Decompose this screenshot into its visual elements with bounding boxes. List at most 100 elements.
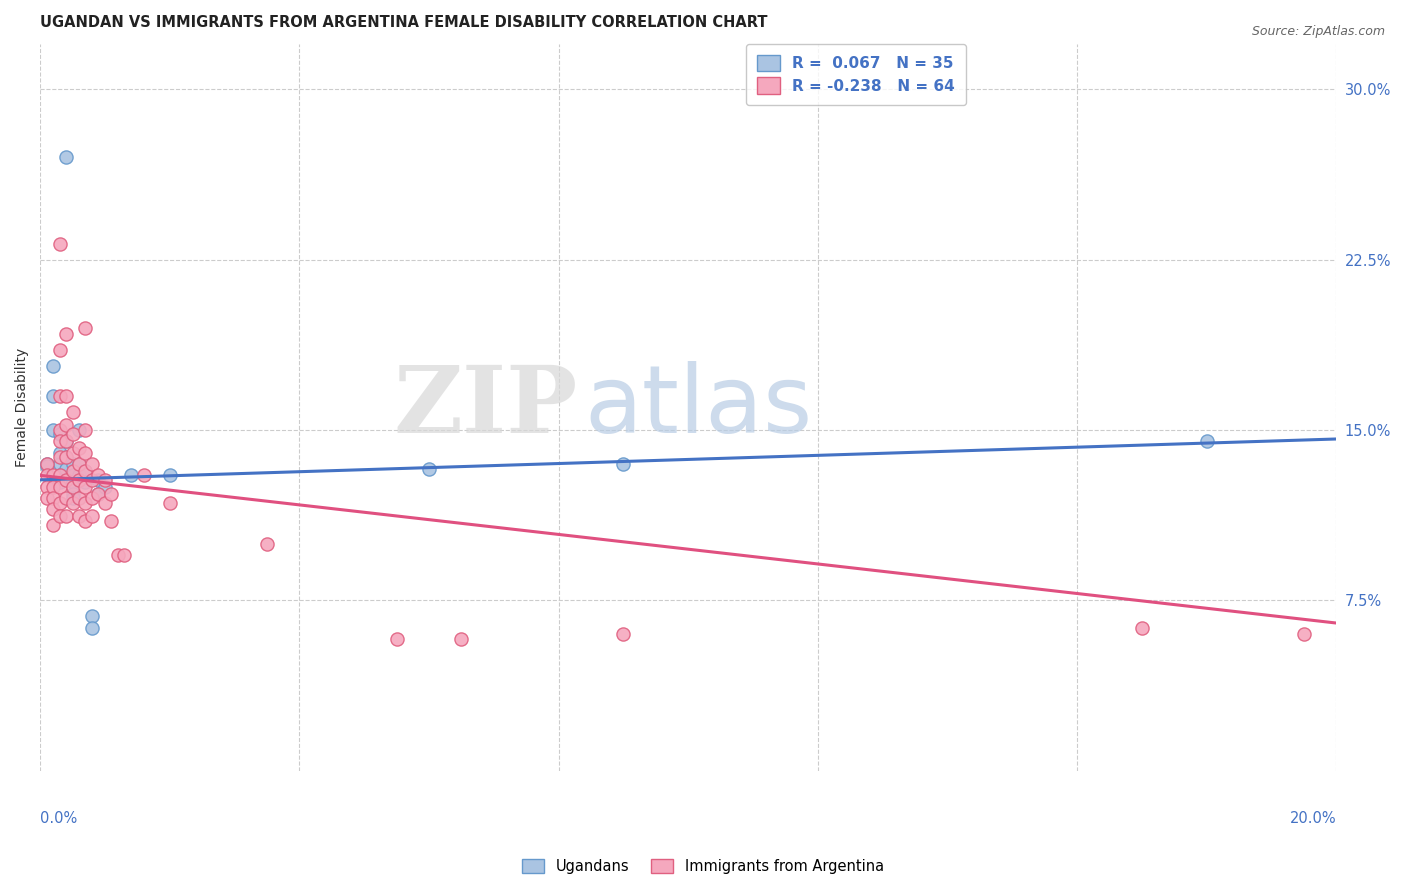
Point [55, 327, 77, 342]
Point [87, 486, 110, 500]
Point [67, 491, 90, 505]
Point [80, 491, 103, 505]
Point [55, 450, 77, 465]
Point [55, 418, 77, 433]
Point [612, 457, 634, 471]
Text: UGANDAN VS IMMIGRANTS FROM ARGENTINA FEMALE DISABILITY CORRELATION CHART: UGANDAN VS IMMIGRANTS FROM ARGENTINA FEM… [41, 15, 768, 30]
Point [55, 491, 77, 505]
Point [62, 427, 84, 442]
Text: Source: ZipAtlas.com: Source: ZipAtlas.com [1251, 25, 1385, 38]
Point [62, 464, 84, 478]
Point [48, 468, 70, 483]
Point [67, 423, 90, 437]
Point [62, 405, 84, 419]
Point [55, 473, 77, 487]
Point [67, 441, 90, 455]
Point [80, 609, 103, 624]
Point [62, 457, 84, 471]
Point [55, 389, 77, 403]
Point [62, 491, 84, 505]
Point [55, 150, 77, 164]
Point [62, 480, 84, 494]
Text: atlas: atlas [585, 361, 813, 453]
Point [62, 495, 84, 509]
Point [80, 621, 103, 635]
Text: 0.0%: 0.0% [41, 811, 77, 826]
Point [48, 457, 70, 471]
Point [80, 509, 103, 524]
Text: 20.0%: 20.0% [1289, 811, 1336, 826]
Point [35, 491, 58, 505]
Point [67, 457, 90, 471]
Point [67, 509, 90, 524]
Point [256, 536, 278, 550]
Point [75, 464, 97, 478]
Point [385, 632, 408, 646]
Point [62, 468, 84, 483]
Point [42, 389, 65, 403]
Point [42, 480, 65, 494]
Point [62, 445, 84, 459]
Point [450, 632, 472, 646]
Point [62, 475, 84, 490]
Point [159, 495, 181, 509]
Point [75, 320, 97, 334]
Point [35, 459, 58, 474]
Point [75, 475, 97, 490]
Legend: R =  0.067   N = 35, R = -0.238   N = 64: R = 0.067 N = 35, R = -0.238 N = 64 [747, 44, 966, 105]
Point [48, 236, 70, 251]
Point [1195, 434, 1218, 449]
Point [55, 434, 77, 449]
Point [1130, 621, 1153, 635]
Point [48, 445, 70, 459]
Point [62, 486, 84, 500]
Point [55, 434, 77, 449]
Point [80, 457, 103, 471]
Point [94, 495, 117, 509]
Point [75, 423, 97, 437]
Point [112, 548, 135, 562]
Point [48, 450, 70, 465]
Point [42, 518, 65, 533]
Point [48, 423, 70, 437]
Y-axis label: Female Disability: Female Disability [15, 348, 30, 467]
Point [94, 480, 117, 494]
Point [55, 461, 77, 475]
Point [48, 427, 70, 442]
Point [48, 343, 70, 358]
Point [48, 509, 70, 524]
Point [1292, 627, 1315, 641]
Point [159, 468, 181, 483]
Point [42, 502, 65, 516]
Point [48, 389, 70, 403]
Point [35, 457, 58, 471]
Legend: Ugandans, Immigrants from Argentina: Ugandans, Immigrants from Argentina [516, 854, 890, 880]
Point [55, 450, 77, 465]
Point [100, 514, 122, 528]
Point [67, 473, 90, 487]
Point [48, 468, 70, 483]
Point [48, 475, 70, 490]
Point [48, 434, 70, 449]
Point [48, 480, 70, 494]
Point [55, 509, 77, 524]
Point [80, 473, 103, 487]
Point [48, 495, 70, 509]
Point [67, 473, 90, 487]
Point [75, 445, 97, 459]
Text: ZIP: ZIP [394, 362, 578, 452]
Point [107, 548, 129, 562]
Point [120, 468, 142, 483]
Point [75, 495, 97, 509]
Point [35, 457, 58, 471]
Point [67, 457, 90, 471]
Point [612, 627, 634, 641]
Point [94, 473, 117, 487]
Point [87, 468, 110, 483]
Point [67, 468, 90, 483]
Point [75, 514, 97, 528]
Point [418, 461, 440, 475]
Point [100, 486, 122, 500]
Point [42, 423, 65, 437]
Point [42, 468, 65, 483]
